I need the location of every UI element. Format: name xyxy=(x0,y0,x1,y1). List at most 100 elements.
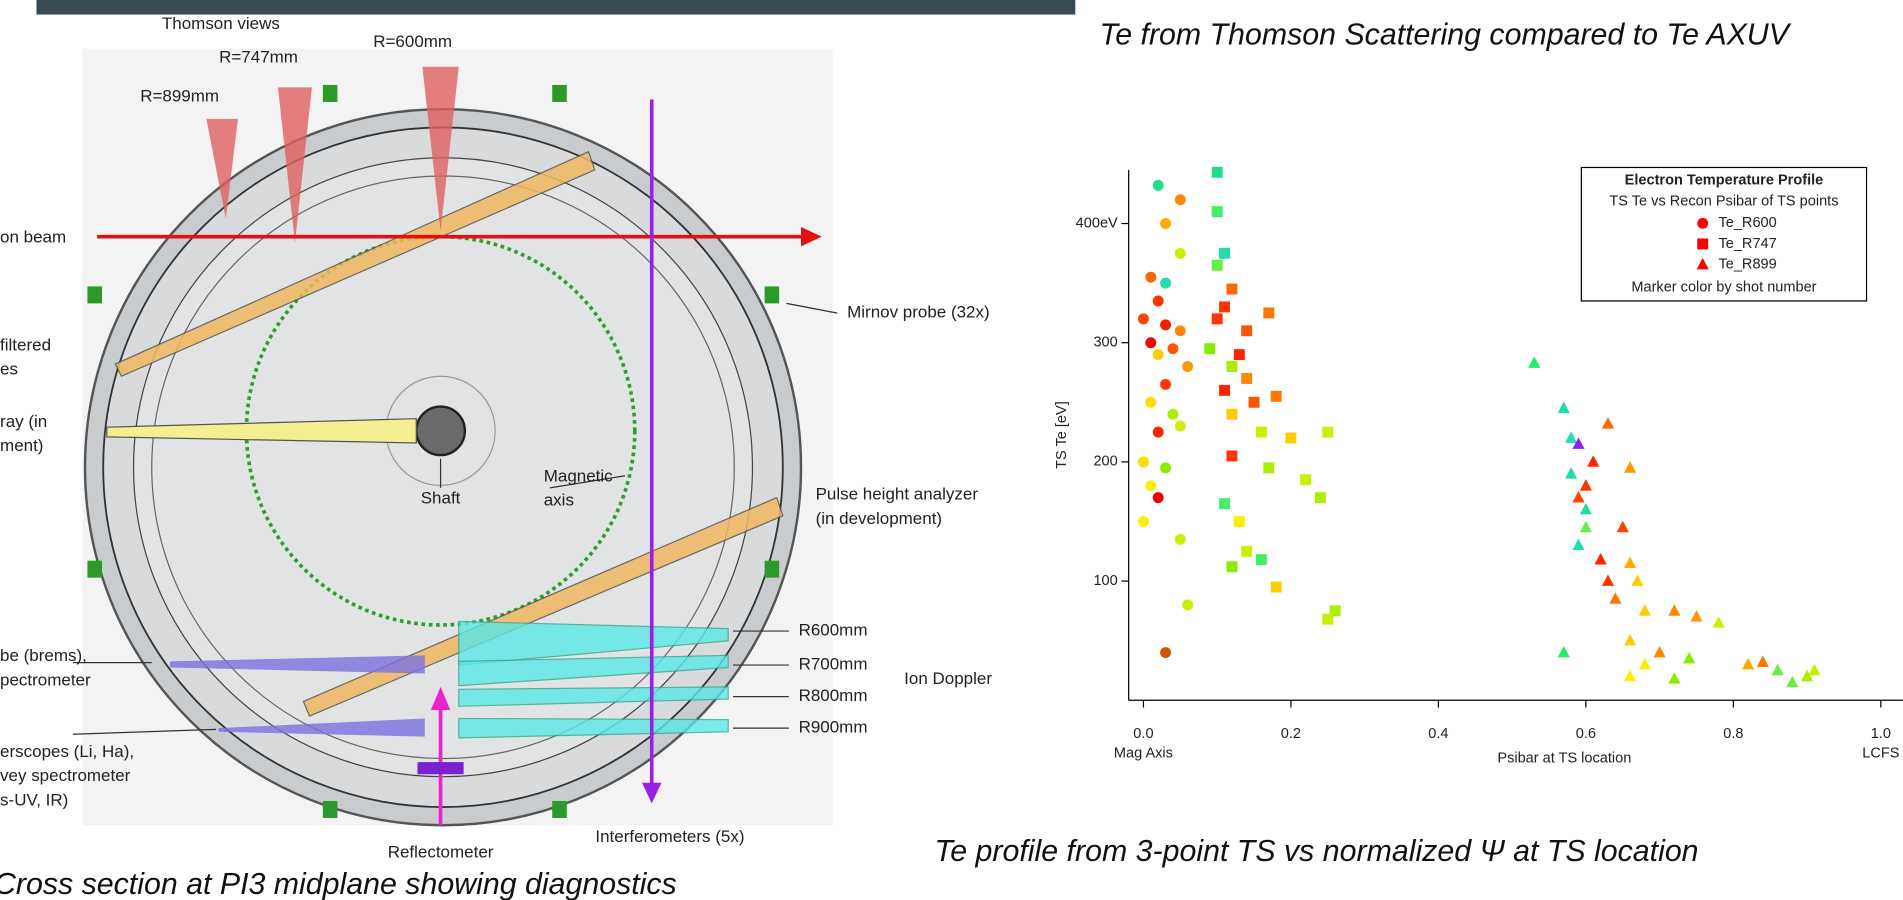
doppler-view xyxy=(458,686,729,707)
marker xyxy=(1241,373,1253,384)
legend-label: Te_R747 xyxy=(1718,236,1776,252)
marker xyxy=(1786,675,1799,688)
marker xyxy=(1601,417,1615,429)
chart-caption: Te profile from 3-point TS vs normalized… xyxy=(935,835,1699,868)
y-axis-label: TS Te [eV] xyxy=(1054,401,1070,469)
marker xyxy=(1712,616,1725,628)
marker xyxy=(1241,325,1253,337)
marker xyxy=(1624,556,1637,569)
marker xyxy=(1631,574,1644,586)
marker xyxy=(1233,516,1245,527)
label: pectrometer xyxy=(0,670,91,689)
marker xyxy=(1609,592,1622,604)
legend-note: Marker color by shot number xyxy=(1631,279,1816,295)
x-annotation: LCFS xyxy=(1862,745,1899,761)
marker xyxy=(1211,259,1223,271)
marker xyxy=(1557,401,1570,414)
x-tick-label: 0.2 xyxy=(1281,726,1301,742)
marker xyxy=(1624,461,1637,473)
label: R900mm xyxy=(799,718,868,737)
marker xyxy=(1565,467,1578,479)
marker xyxy=(1756,655,1769,667)
leader-lines xyxy=(72,302,838,735)
marker xyxy=(1624,669,1637,682)
marker xyxy=(1668,604,1681,616)
marker xyxy=(1565,431,1578,443)
marker xyxy=(1160,462,1172,474)
beam-arrow xyxy=(801,226,822,247)
label: es xyxy=(0,360,18,379)
marker xyxy=(1263,462,1275,474)
label: erscopes (Li, Ha), xyxy=(0,742,134,761)
marker xyxy=(1152,295,1164,307)
thomson-cone xyxy=(422,66,459,231)
x-tick-label: 0.4 xyxy=(1428,726,1448,742)
marker xyxy=(1653,645,1666,658)
marker xyxy=(1241,545,1253,557)
marker xyxy=(1579,520,1592,533)
marker xyxy=(1329,605,1341,617)
plot: 100 200 300 400eV 0.0 0.2 0.4 0.6 0.8 1.0 Mag Axis… xyxy=(1054,166,1903,766)
marker xyxy=(1145,271,1157,283)
marker xyxy=(1226,361,1238,373)
marker xyxy=(1233,349,1245,361)
label: Mirnov probe (32x) xyxy=(847,303,990,322)
marker xyxy=(1219,498,1231,510)
label: ment) xyxy=(0,436,43,455)
doppler-view xyxy=(458,654,729,687)
marker xyxy=(1683,651,1696,664)
label: filtered xyxy=(0,335,51,354)
marker xyxy=(1322,426,1334,438)
y-tick-label: 300 xyxy=(1093,335,1117,351)
marker xyxy=(1204,343,1216,355)
legend-box xyxy=(1580,166,1868,302)
marker xyxy=(1167,343,1179,355)
x-tick-label: 1.0 xyxy=(1871,726,1891,742)
marker xyxy=(1594,552,1607,565)
label: R=899mm xyxy=(140,87,219,106)
marker xyxy=(1248,396,1260,408)
marker xyxy=(1579,502,1592,515)
shaft xyxy=(415,405,467,457)
label: Thomson views xyxy=(162,14,280,33)
marker xyxy=(1300,474,1312,486)
marker xyxy=(1152,492,1164,504)
label: ray (in xyxy=(0,412,47,431)
marker xyxy=(1690,610,1703,622)
x-axis-label: Psibar at TS location xyxy=(1497,750,1631,766)
label: Interferometers (5x) xyxy=(595,827,744,846)
marker xyxy=(1572,437,1585,449)
marker xyxy=(1211,166,1223,178)
marker xyxy=(1572,538,1585,551)
marker xyxy=(1314,492,1326,504)
marker xyxy=(1137,516,1149,527)
port xyxy=(417,762,464,775)
orange-sightline xyxy=(114,150,596,377)
marker xyxy=(1160,378,1172,390)
diagram-caption: Cross section at PI3 midplane showing di… xyxy=(0,868,677,900)
marker xyxy=(1174,194,1186,206)
marker xyxy=(1624,633,1637,646)
label: Pulse height analyzer xyxy=(816,485,979,504)
marker xyxy=(1255,554,1267,566)
legend-label: Te_R899 xyxy=(1718,256,1776,272)
marker xyxy=(1270,581,1282,593)
marker xyxy=(1285,432,1297,444)
reflectometer-arrow xyxy=(430,686,451,710)
marker xyxy=(1152,179,1164,191)
doppler-view xyxy=(458,620,729,666)
label: Ion Doppler xyxy=(904,669,992,688)
marker xyxy=(1145,480,1157,492)
marker xyxy=(1322,613,1334,625)
marker xyxy=(1182,361,1194,373)
view-fan xyxy=(106,418,417,444)
marker xyxy=(1145,396,1157,408)
y-tick-label: 400eV xyxy=(1076,215,1118,231)
marker xyxy=(1601,574,1615,586)
y-tick-label: 200 xyxy=(1093,454,1117,470)
marker xyxy=(1801,669,1814,682)
marker xyxy=(1160,277,1172,289)
marker xyxy=(1557,645,1570,658)
